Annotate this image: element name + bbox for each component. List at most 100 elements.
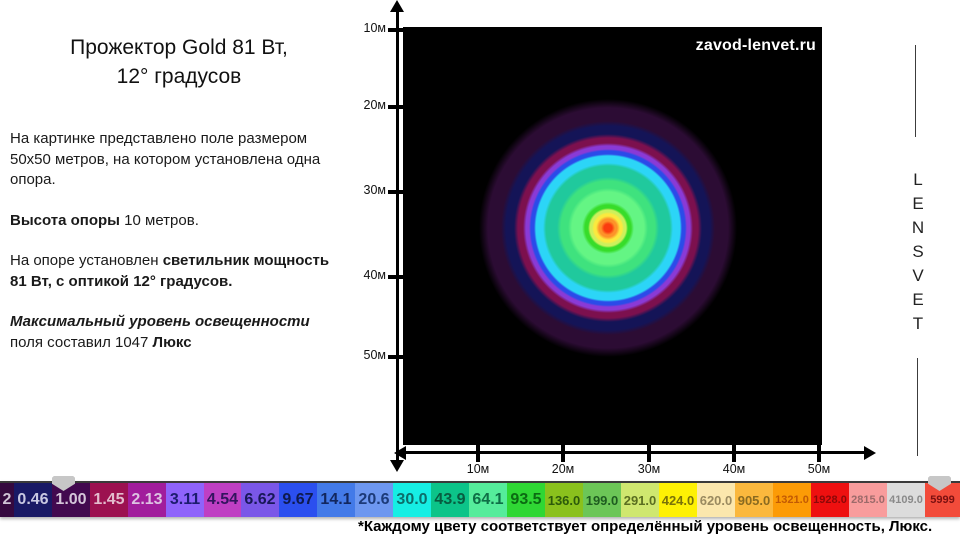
- legend-segment: 424.0: [659, 483, 697, 517]
- legend-value: 199.0: [585, 492, 619, 508]
- legend-value: 6.62: [244, 491, 276, 508]
- x-tick: [647, 444, 651, 462]
- y-tick: [388, 355, 406, 359]
- legend-segment: 0.46: [14, 483, 52, 517]
- title-line2: 12° градусов: [116, 65, 242, 88]
- pole-height-value: 10 метров.: [120, 211, 199, 229]
- x-tick-label: 30м: [637, 462, 661, 476]
- pole-height-label: Высота опоры: [10, 211, 120, 229]
- legend-segment: 64.1: [469, 483, 507, 517]
- branding-letter: E: [912, 290, 924, 309]
- legend-value: 20.6: [358, 491, 390, 508]
- legend-segment: 9.67: [279, 483, 317, 517]
- description-block: На картинке представлено поле размером 5…: [10, 129, 366, 373]
- legend-segment: 30.0: [393, 483, 431, 517]
- x-tick: [561, 444, 565, 462]
- paragraph-fixture: На опоре установлен светильник мощность …: [10, 251, 366, 292]
- x-tick-label: 50м: [807, 462, 831, 476]
- legend-value: 136.0: [547, 492, 581, 508]
- paragraph-field: На картинке представлено поле размером 5…: [10, 130, 321, 188]
- legend-value: 1928.0: [813, 494, 847, 506]
- legend-segment: 291.0: [621, 483, 659, 517]
- x-axis: [404, 451, 868, 454]
- legend-segment: 2: [0, 483, 14, 517]
- y-axis: [396, 10, 399, 462]
- y-tick-label: 10м: [363, 21, 387, 35]
- legend-value: 5999: [930, 494, 955, 506]
- watermark-site: zavod-lenvet.ru: [695, 37, 816, 54]
- legend-segment: 1321.0: [773, 483, 811, 517]
- y-tick: [388, 28, 406, 32]
- scale-marker-high-icon: [928, 476, 951, 491]
- y-tick-label: 20м: [363, 98, 387, 112]
- paragraph-pole-height: Высота опоры 10 метров.: [10, 211, 366, 232]
- legend-value: 0.46: [17, 491, 49, 508]
- lux-unit: Люкс: [152, 333, 192, 351]
- legend-value: 2.13: [131, 491, 163, 508]
- legend-segment: 2.13: [128, 483, 166, 517]
- legend-segment: 4109.0: [887, 483, 925, 517]
- y-tick: [388, 190, 406, 194]
- title-line1: Прожектор Gold 81 Вт,: [70, 36, 288, 59]
- legend-value: 1321.0: [775, 494, 809, 506]
- fixture-specs: светильник мощность 81 Вт, с оптикой 12°…: [10, 252, 330, 290]
- max-level-value: поля составил 1047: [10, 333, 153, 351]
- page-title: Прожектор Gold 81 Вт, 12° градусов: [18, 33, 340, 91]
- legend-value: 905.0: [737, 492, 771, 508]
- legend-value: 30.0: [396, 491, 428, 508]
- y-tick: [388, 275, 406, 279]
- legend-value: 64.1: [472, 491, 504, 508]
- legend-value: 43.9: [434, 491, 466, 508]
- illuminance-rings: [403, 27, 822, 445]
- legend-value: 3.11: [169, 491, 201, 508]
- legend-segment: 14.1: [317, 483, 355, 517]
- branding-letter: T: [912, 314, 924, 333]
- y-tick-label: 50м: [363, 348, 387, 362]
- scale-footnote: *Каждому цвету соответствует определённы…: [358, 518, 933, 535]
- legend-segment: 136.0: [545, 483, 583, 517]
- y-tick-label: 40м: [363, 268, 387, 282]
- legend-segment: 6.62: [241, 483, 279, 517]
- legend-segment: 4.54: [204, 483, 241, 517]
- x-tick-label: 40м: [722, 462, 746, 476]
- branding-letter: V: [912, 266, 924, 285]
- x-tick: [732, 444, 736, 462]
- max-level-title: Максимальный уровень освещенности: [10, 313, 310, 330]
- x-axis-arrow-left: [394, 446, 406, 460]
- legend-value: 14.1: [320, 491, 352, 508]
- illuminance-plot: [403, 27, 822, 445]
- legend-value: 93.5: [510, 491, 542, 508]
- x-tick-label: 20м: [551, 462, 575, 476]
- legend-value: 4109.0: [889, 494, 923, 506]
- legend-value: 2815.0: [851, 494, 885, 506]
- x-axis-arrow-right: [864, 446, 876, 460]
- x-tick-label: 10м: [466, 462, 490, 476]
- legend-segment: 3.11: [166, 483, 204, 517]
- legend-value: 4.54: [206, 491, 239, 508]
- y-tick: [388, 105, 406, 109]
- branding-letter: N: [911, 218, 925, 237]
- legend-segment: 620.0: [697, 483, 735, 517]
- y-axis-arrow-up: [390, 0, 404, 12]
- branding-line-top: [915, 45, 916, 137]
- legend-segment: 2815.0: [849, 483, 887, 517]
- legend-segment: 43.9: [431, 483, 469, 517]
- lux-color-scale: 2 0.46 1.00 1.45 2.13 3.11 4.54 6.62 9.67 14.1 20.…: [0, 481, 960, 517]
- scale-marker-low-icon: [52, 476, 75, 491]
- legend-value: 9.67: [282, 491, 314, 508]
- fixture-pre: На опоре установлен: [10, 252, 163, 269]
- legend-segment: 20.6: [355, 483, 393, 517]
- legend-segment: 93.5: [507, 483, 545, 517]
- legend-segment: 1.00: [52, 483, 90, 517]
- legend-segment: 905.0: [735, 483, 773, 517]
- branding-line-bottom: [917, 358, 918, 456]
- legend-value: 1.00: [55, 491, 87, 508]
- x-tick: [817, 444, 821, 462]
- legend-value: 2: [2, 491, 12, 508]
- y-tick-label: 30м: [363, 183, 387, 197]
- y-axis-arrow-down: [390, 460, 404, 472]
- paragraph-max-level: Максимальный уровень освещенности поля с…: [10, 312, 366, 353]
- legend-segment: 199.0: [583, 483, 621, 517]
